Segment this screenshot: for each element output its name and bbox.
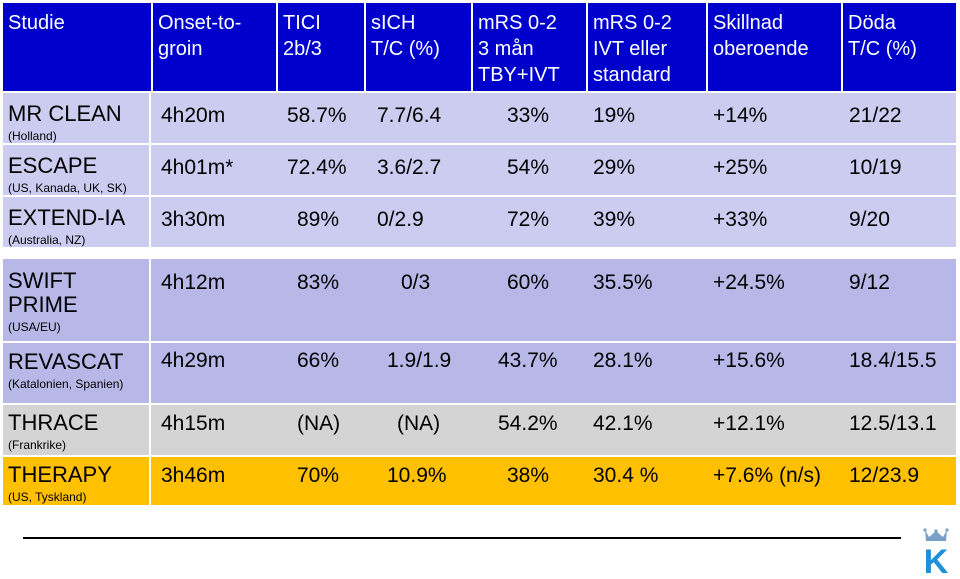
mrs-ivt-value: 35.5%	[593, 271, 653, 294]
table-header: Studie Onset-to- groin TICI 2b/3 sICH T/…	[3, 3, 956, 91]
dead-value: 9/12	[849, 271, 890, 294]
study-label: EXTEND-IA (Australia, NZ)	[3, 197, 151, 247]
tici-value: 89%	[297, 208, 340, 231]
table-row: THRACE (Frankrike) 4h15m (NA) (NA) 54.2%…	[3, 403, 956, 455]
dead-value: 10/19	[849, 156, 902, 179]
mrs-ivt-value: 28.1%	[593, 349, 653, 372]
tici-value: 58.7%	[287, 104, 347, 127]
tici-value: (NA)	[297, 412, 341, 435]
tici-value: 83%	[297, 271, 340, 294]
sich-value: 0/2.9	[377, 208, 424, 231]
study-label: SWIFT PRIME (USA/EU)	[3, 259, 151, 341]
dead-value: 21/22	[849, 104, 902, 127]
diff-value: +12.1%	[713, 412, 785, 435]
header-onset: Onset-to- groin	[153, 3, 278, 91]
study-label: THRACE (Frankrike)	[3, 405, 151, 455]
diff-value: +14%	[713, 104, 768, 127]
onset-value: 3h30m	[161, 208, 226, 231]
study-name: SWIFT PRIME	[8, 268, 78, 317]
study-region: (US, Kanada, UK, SK)	[8, 181, 127, 195]
header-mrs-tby: mRS 0-2 3 mån TBY+IVT	[473, 3, 588, 91]
mrs-ivt-value: 29%	[593, 156, 636, 179]
header-doda: Döda T/C (%)	[848, 12, 917, 60]
dead-value: 9/20	[849, 208, 890, 231]
onset-value: 4h01m*	[161, 156, 234, 179]
onset-value: 4h15m	[161, 412, 226, 435]
mrs-tby-value: 33%	[507, 104, 550, 127]
mrs-tby-value: 60%	[507, 271, 550, 294]
diff-value: +33%	[713, 208, 768, 231]
header-studie: Studie	[3, 3, 153, 91]
mrs-ivt-value: 30.4 %	[593, 464, 659, 487]
footer-divider	[23, 537, 901, 539]
sich-value: 7.7/6.4	[377, 104, 442, 127]
study-name: MR CLEAN	[8, 101, 122, 126]
mrs-ivt-value: 19%	[593, 104, 636, 127]
mrs-tby-value: 54%	[507, 156, 550, 179]
header-mrs-ivt: mRS 0-2 IVT eller standard	[588, 3, 708, 91]
study-region: (US, Tyskland)	[8, 490, 87, 504]
logo-letter: K	[924, 543, 949, 576]
onset-value: 3h46m	[161, 464, 226, 487]
crown-k-logo: K	[923, 528, 949, 576]
onset-value: 4h12m	[161, 271, 226, 294]
table-row: REVASCAT (Katalonien, Spanien) 4h29m 66%…	[3, 341, 956, 403]
sich-value: 1.9/1.9	[387, 349, 452, 372]
mrs-ivt-value: 42.1%	[593, 412, 653, 435]
mrs-tby-value: 38%	[507, 464, 550, 487]
diff-value: +24.5%	[713, 271, 785, 294]
sich-value: 3.6/2.7	[377, 156, 442, 179]
header-sich: sICH T/C (%)	[366, 3, 473, 91]
mrs-ivt-value: 39%	[593, 208, 636, 231]
diff-value: +25%	[713, 156, 768, 179]
study-name: REVASCAT	[8, 349, 124, 374]
dead-value: 12/23.9	[849, 464, 920, 487]
tici-value: 72.4%	[287, 156, 347, 179]
sich-value: 0/3	[401, 271, 431, 294]
dead-value: 18.4/15.5	[849, 349, 937, 372]
sich-value: 10.9%	[387, 464, 447, 487]
header-skillnad: Skillnad oberoende	[708, 3, 843, 91]
study-region: (Katalonien, Spanien)	[8, 377, 124, 391]
diff-value: +15.6%	[713, 349, 785, 372]
dead-value: 12.5/13.1	[849, 412, 937, 435]
table-row: EXTEND-IA (Australia, NZ) 3h30m 89% 0/2.…	[3, 195, 956, 247]
study-name: ESCAPE	[8, 153, 98, 178]
study-name: THRACE	[8, 410, 99, 435]
study-label: REVASCAT (Katalonien, Spanien)	[3, 343, 151, 403]
study-region: (Frankrike)	[8, 438, 67, 452]
study-name: THERAPY	[8, 462, 112, 487]
study-label: MR CLEAN (Holland)	[3, 93, 151, 143]
diff-value: +7.6% (n/s)	[713, 464, 821, 487]
tici-value: 70%	[297, 464, 340, 487]
onset-value: 4h20m	[161, 104, 226, 127]
table-row: ESCAPE (US, Kanada, UK, SK) 4h01m* 72.4%…	[3, 143, 956, 195]
table-row: MR CLEAN (Holland) 4h20m 58.7% 7.7/6.4 3…	[3, 91, 956, 143]
mrs-tby-value: 54.2%	[498, 412, 558, 435]
tici-value: 66%	[297, 349, 340, 372]
table-row: THERAPY (US, Tyskland) 3h46m 70% 10.9% 3…	[3, 455, 956, 505]
table-row: SWIFT PRIME (USA/EU) 4h12m 83% 0/3 60% 3…	[3, 257, 956, 341]
mrs-tby-value: 43.7%	[498, 349, 558, 372]
study-region: (Holland)	[8, 129, 57, 143]
study-name: EXTEND-IA	[8, 205, 126, 230]
study-label: THERAPY (US, Tyskland)	[3, 457, 151, 505]
study-region: (USA/EU)	[8, 320, 61, 334]
onset-value: 4h29m	[161, 349, 226, 372]
mrs-tby-value: 72%	[507, 208, 550, 231]
study-region: (Australia, NZ)	[8, 233, 86, 247]
study-label: ESCAPE (US, Kanada, UK, SK)	[3, 145, 151, 195]
sich-value: (NA)	[397, 412, 441, 435]
header-tici: TICI 2b/3	[278, 3, 366, 91]
